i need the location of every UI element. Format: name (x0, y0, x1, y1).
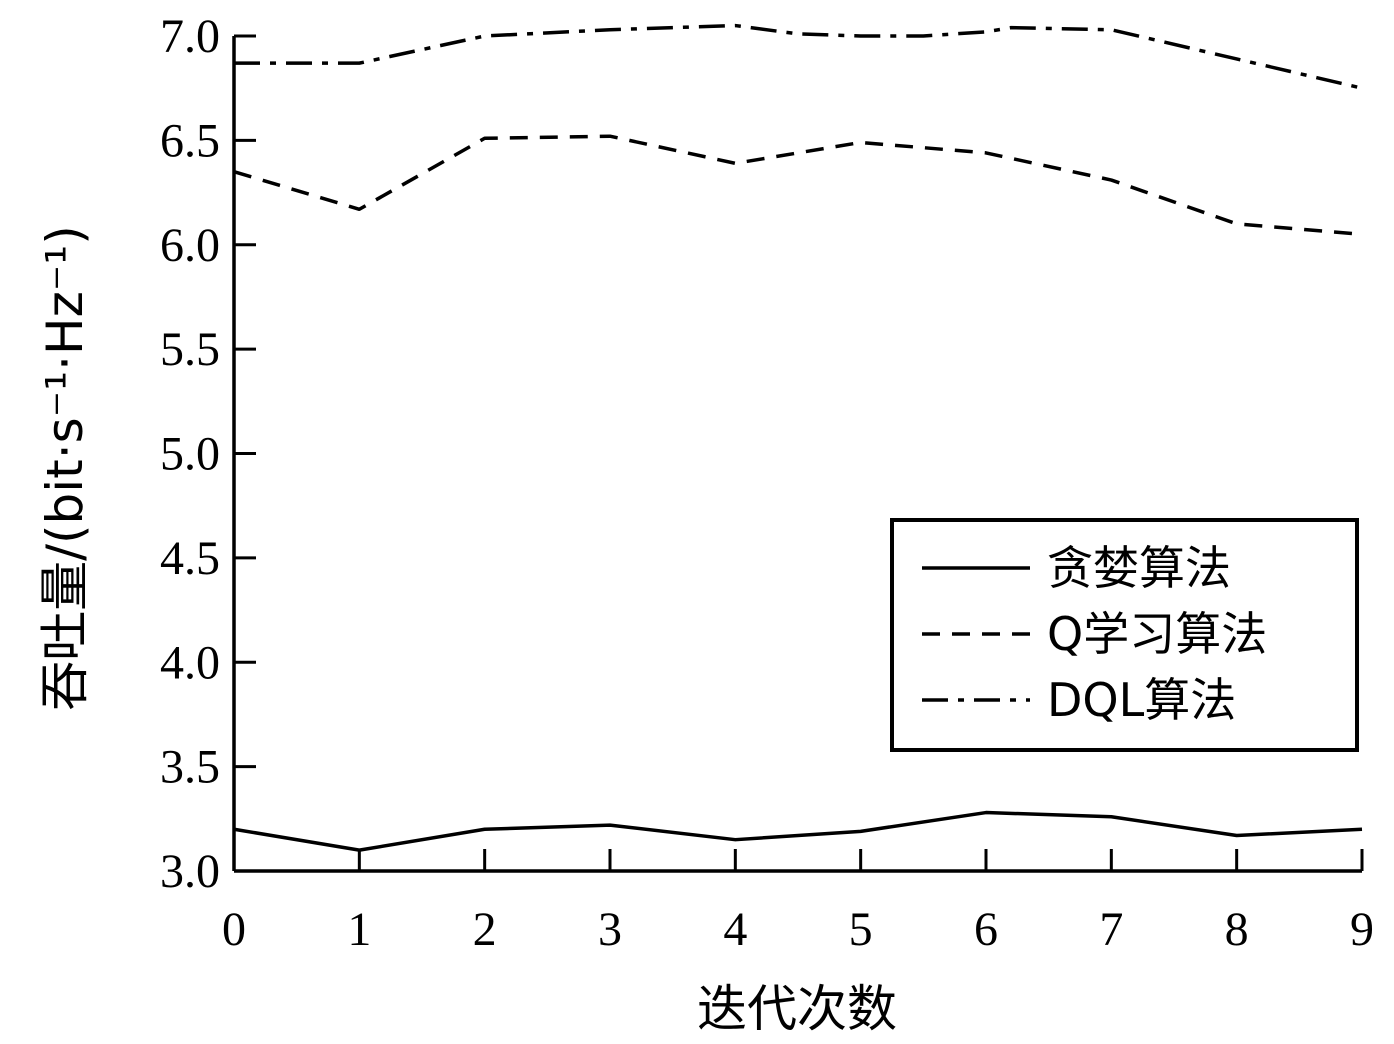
x-tick-label: 2 (473, 903, 497, 956)
x-tick-label: 5 (849, 903, 873, 956)
x-tick-label: 1 (347, 903, 371, 956)
x-tick-label: 9 (1350, 903, 1374, 956)
y-tick-label: 4.0 (160, 636, 220, 689)
y-tick-label: 3.5 (160, 741, 220, 794)
x-tick-label: 0 (222, 903, 246, 956)
x-tick-label: 7 (1099, 903, 1123, 956)
series-line-2 (233, 134, 1363, 237)
x-tick-label: 6 (974, 903, 998, 956)
y-tick-label: 5.5 (160, 323, 220, 376)
series-line-1 (233, 810, 1363, 852)
y-tick-label: 3.0 (160, 845, 220, 898)
legend: 贪婪算法 Q学习算法 DQL算法 (890, 518, 1359, 752)
y-tick-label: 7.0 (160, 10, 220, 63)
y-tick-label: 6.5 (160, 114, 220, 167)
y-axis-title: 吞吐量/(bit·s⁻¹·Hz⁻¹) (36, 225, 94, 711)
series-line-3 (234, 23, 1363, 90)
series-layer (233, 23, 1363, 852)
y-tick-label: 6.0 (160, 219, 220, 272)
legend-label-2: Q学习算法 (1047, 607, 1267, 661)
x-tick-label: 4 (723, 903, 747, 956)
legend-label-3: DQL算法 (1047, 673, 1236, 727)
x-tick-label: 8 (1225, 903, 1249, 956)
legend-label-1: 贪婪算法 (1047, 541, 1231, 595)
x-axis-title: 迭代次数 (697, 980, 897, 1038)
x-tick-label: 3 (598, 903, 622, 956)
y-tick-label: 4.5 (160, 532, 220, 585)
y-tick-label: 5.0 (160, 428, 220, 481)
ticks-layer: 3.0 3.5 4.0 4.5 5.0 5.5 6.0 6.5 7.0 0 1 2 3 4 5 6 7 8 9 (160, 10, 1374, 956)
